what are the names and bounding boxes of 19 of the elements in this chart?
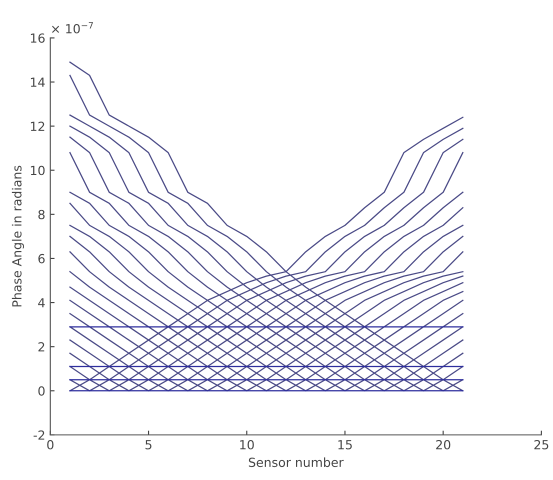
- y-tick-label: 14: [30, 78, 45, 87]
- y-tick-label: 2: [38, 342, 44, 352]
- x-tick-label: 20: [436, 440, 450, 450]
- y-tick-label: 0: [38, 386, 45, 396]
- x-tick-label: 25: [534, 440, 548, 450]
- y-tick-label: 8: [38, 210, 45, 220]
- text: × 10$^{−7}$: [52, 22, 93, 34]
- y-tick-label: 4: [38, 298, 45, 308]
- y-tick-label: -2: [34, 430, 44, 440]
- x-tick-label: 0: [47, 440, 54, 450]
- x-axis-title: Sensor number: [248, 457, 344, 468]
- x-tick-label: 15: [338, 440, 352, 450]
- y-axis-title: Phase Angle in radians: [12, 166, 24, 306]
- y-tick-label: 6: [38, 254, 45, 264]
- y-tick-label: 10: [30, 166, 45, 176]
- y-tick-label: 16: [30, 33, 45, 43]
- y-tick-label: 12: [30, 122, 44, 131]
- x-tick-label: 5: [146, 440, 152, 450]
- x-tick-label: 10: [240, 440, 254, 450]
